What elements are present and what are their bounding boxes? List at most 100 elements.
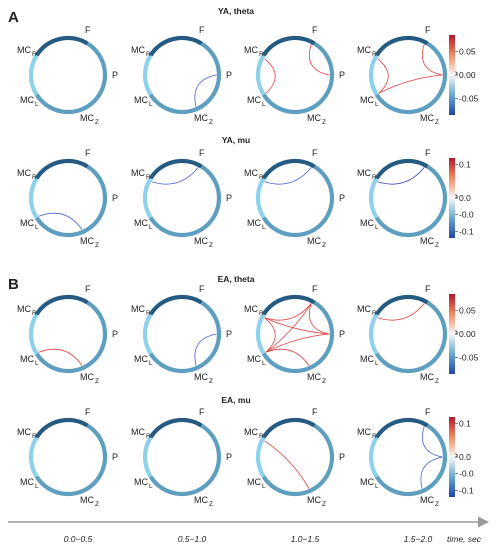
node-label-subscript: R (372, 174, 377, 181)
ring-segment-dark (148, 294, 203, 316)
node-label-main: MC (357, 45, 371, 55)
node-label-subscript: R (372, 310, 377, 317)
node-label-subscript: L (149, 224, 153, 231)
colorbar-tick-label: 0.00 (459, 329, 476, 339)
edge-f-p (421, 44, 443, 76)
node-label-subscript: R (259, 51, 264, 58)
ring-segment-dark (148, 35, 203, 57)
time-axis-label: time, sec (447, 534, 482, 544)
ring-segment-dark (261, 35, 316, 57)
node-label-main: MC (20, 218, 34, 228)
node-label-main: MC (134, 354, 148, 364)
node-label-f: F (312, 284, 318, 294)
ring-segment-dark (374, 158, 429, 180)
node-label-mcl: MC L (247, 218, 266, 231)
node-label-subscript: Z (95, 242, 99, 249)
edge-mcl-mcz (38, 348, 83, 366)
ring-segment-mid2 (261, 93, 326, 115)
colorbar: 0.1 0.0 -0.0 -0.1 (449, 417, 474, 497)
node-label-subscript: L (149, 101, 153, 108)
ring-segment-light (28, 54, 39, 96)
colorbar-tick-label: 0.1 (459, 419, 471, 429)
colorbar-tick-label: 0.0 (459, 452, 471, 462)
ring-segment-mid2 (261, 475, 326, 497)
time-tick-label: 1.0−1.5 (291, 534, 320, 544)
colorbar-tick-label: -0.05 (459, 94, 479, 104)
node-label-mcl: MC L (134, 354, 153, 367)
node-label-f: F (85, 407, 91, 417)
node-label-mcl: MC L (360, 354, 379, 367)
node-label-main: MC (360, 218, 374, 228)
ring-segment-light (142, 177, 153, 219)
ring-segment-mid (313, 164, 335, 223)
node-label-main: MC (194, 236, 208, 246)
colorbar-gradient (449, 158, 455, 238)
section-letter-b: B (8, 276, 19, 293)
node-label-p: P (112, 70, 118, 80)
colorbar-tick-label: -0.0 (459, 210, 474, 220)
node-label-main: MC (357, 427, 371, 437)
edge-mcr-f (377, 303, 425, 321)
node-label-mcz: MC Z (80, 113, 99, 126)
node-label-f: F (312, 407, 318, 417)
colorbar-tick-label: -0.05 (459, 353, 479, 363)
ring-segment-mid2 (148, 475, 213, 497)
node-label-mcr: MC R (17, 45, 37, 58)
node-label-subscript: R (146, 310, 151, 317)
ring-segment-mid2 (148, 216, 213, 238)
node-label-main: MC (420, 372, 434, 382)
edge-mcr-mcz (264, 440, 310, 489)
colorbar-gradient (449, 417, 455, 497)
edge-mcr-mcl (377, 58, 389, 94)
node-label-subscript: R (372, 51, 377, 58)
node-label-main: MC (20, 477, 34, 487)
ring-segment-dark (34, 158, 89, 180)
node-label-subscript: Z (435, 242, 439, 249)
ring-segment-mid (313, 41, 335, 100)
ring-segment-mid2 (374, 475, 439, 497)
node-label-f: F (199, 25, 205, 35)
node-label-main: MC (80, 495, 94, 505)
ring-segment-mid (86, 41, 108, 100)
ring-segment-dark (374, 294, 429, 316)
ring-segment-light (368, 54, 379, 96)
ring-segment-mid (200, 423, 222, 482)
node-label-mcz: MC Z (80, 236, 99, 249)
edge-mcr-mcl (264, 317, 276, 353)
node-label-subscript: Z (435, 378, 439, 385)
ring-segment-light (368, 313, 379, 355)
ring-segment-mid2 (34, 216, 99, 238)
ring-segment-mid2 (261, 216, 326, 238)
colorbar-tick-label: 0.05 (459, 305, 476, 315)
node-label-mcl: MC L (247, 95, 266, 108)
node-label-subscript: L (375, 483, 379, 490)
node-label-f: F (199, 148, 205, 158)
ring-segment-dark (34, 294, 89, 316)
node-label-subscript: Z (95, 501, 99, 508)
colorbar-tick-label: -0.1 (459, 226, 474, 236)
node-label-main: MC (20, 354, 34, 364)
node-label-main: MC (247, 477, 261, 487)
edge-f-p (421, 426, 443, 458)
node-label-mcz: MC Z (80, 495, 99, 508)
node-label-mcl: MC L (20, 354, 39, 367)
panel-title: YA, theta (218, 6, 254, 16)
node-label-mcl: MC L (134, 218, 153, 231)
node-label-f: F (199, 284, 205, 294)
node-label-subscript: R (146, 174, 151, 181)
colorbar-gradient (449, 35, 455, 115)
edge-mcr-f (151, 167, 199, 185)
node-label-p: P (339, 452, 345, 462)
ring-segment-mid (200, 300, 222, 359)
node-label-f: F (312, 25, 318, 35)
ring-segment-mid2 (148, 352, 213, 374)
node-label-main: MC (420, 236, 434, 246)
node-label-mcr: MC R (131, 427, 151, 440)
node-label-subscript: R (259, 174, 264, 181)
